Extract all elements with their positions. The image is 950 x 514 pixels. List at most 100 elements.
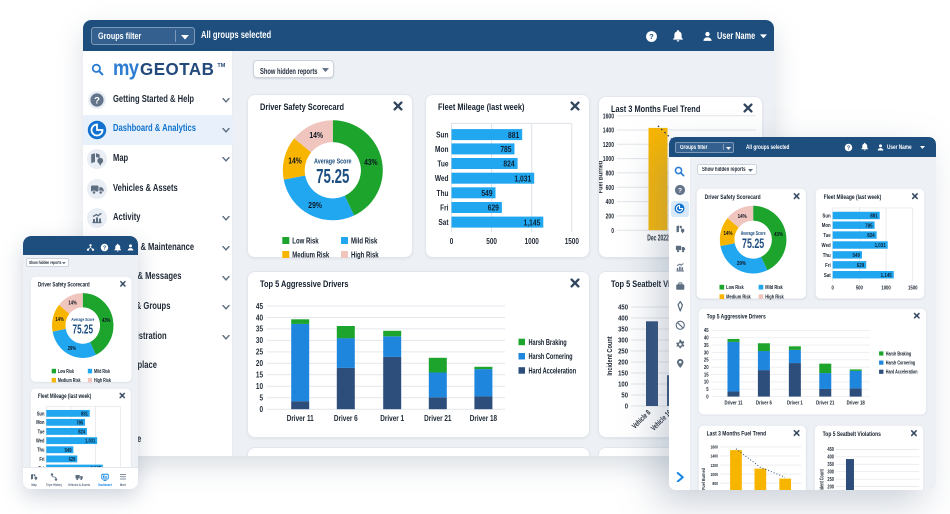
svg-text:High Risk: High Risk: [351, 252, 379, 259]
svg-text:800: 800: [606, 170, 615, 178]
svg-text:450: 450: [827, 446, 834, 452]
svg-text:30: 30: [704, 350, 709, 355]
svg-text:150: 150: [618, 370, 628, 378]
svg-text:Mon: Mon: [36, 420, 44, 426]
svg-text:0: 0: [450, 236, 454, 246]
svg-text:Incident Count: Incident Count: [818, 468, 824, 490]
svg-text:Hard Acceleration: Hard Acceleration: [886, 369, 918, 375]
svg-text:1200: 1200: [710, 463, 718, 469]
svg-text:Thu: Thu: [436, 188, 448, 198]
svg-text:0: 0: [831, 285, 834, 292]
svg-text:14%: 14%: [723, 231, 732, 238]
svg-text:881: 881: [508, 130, 520, 140]
svg-text:Driver 11: Driver 11: [287, 413, 314, 423]
svg-text:Fuel Burned: Fuel Burned: [599, 160, 605, 193]
svg-text:Incident Count: Incident Count: [606, 336, 614, 376]
svg-text:549: 549: [481, 188, 492, 198]
svg-text:1,031: 1,031: [85, 438, 96, 445]
svg-text:14%: 14%: [738, 213, 747, 220]
svg-text:Tue: Tue: [823, 233, 831, 240]
svg-text:?: ?: [103, 245, 106, 251]
svg-text:881: 881: [870, 213, 878, 220]
svg-text:Low Risk: Low Risk: [726, 285, 744, 292]
svg-text:1,145: 1,145: [523, 217, 540, 227]
svg-text:?: ?: [649, 32, 654, 41]
svg-text:Average Score: Average Score: [314, 158, 352, 166]
svg-text:400: 400: [606, 198, 615, 206]
svg-text:High Risk: High Risk: [765, 294, 784, 300]
svg-text:1000: 1000: [524, 236, 538, 246]
svg-text:30: 30: [256, 335, 263, 345]
svg-text:1400: 1400: [603, 127, 615, 135]
svg-text:Driver 21: Driver 21: [816, 400, 834, 407]
svg-text:1600: 1600: [603, 112, 615, 120]
svg-text:Thu: Thu: [37, 447, 44, 453]
svg-text:Medium Risk: Medium Risk: [726, 294, 751, 300]
svg-text:1500: 1500: [908, 285, 918, 292]
svg-text:?: ?: [677, 187, 681, 194]
svg-text:Hard Acceleration: Hard Acceleration: [529, 368, 577, 376]
svg-text:25: 25: [256, 347, 263, 357]
svg-text:Average Score: Average Score: [71, 316, 95, 322]
svg-text:800: 800: [712, 481, 718, 487]
svg-text:Harsh Cornering: Harsh Cornering: [886, 360, 916, 366]
svg-text:29%: 29%: [737, 261, 746, 268]
svg-text:450: 450: [618, 304, 628, 312]
svg-text:400: 400: [827, 454, 834, 460]
svg-text:350: 350: [618, 326, 628, 334]
svg-text:785: 785: [500, 144, 512, 154]
svg-text:100: 100: [618, 381, 628, 389]
svg-text:629: 629: [856, 263, 864, 270]
svg-text:350: 350: [827, 461, 834, 467]
svg-text:Sun: Sun: [436, 130, 449, 140]
svg-text:14%: 14%: [310, 130, 324, 140]
svg-text:881: 881: [81, 411, 88, 418]
svg-text:200: 200: [606, 213, 615, 221]
svg-text:1600: 1600: [710, 444, 718, 450]
svg-text:1,031: 1,031: [874, 243, 885, 250]
svg-text:75.25: 75.25: [316, 164, 350, 188]
svg-text:Low Risk: Low Risk: [292, 238, 318, 246]
svg-text:15: 15: [704, 372, 709, 377]
svg-text:Mild Risk: Mild Risk: [765, 285, 783, 292]
svg-text:15: 15: [256, 370, 263, 380]
svg-text:785: 785: [76, 420, 83, 427]
svg-text:Mon: Mon: [435, 144, 449, 154]
svg-text:Fri: Fri: [825, 262, 831, 269]
svg-text:824: 824: [867, 233, 875, 240]
svg-text:Driver 18: Driver 18: [470, 413, 497, 423]
svg-text:43%: 43%: [364, 157, 378, 167]
svg-text:75.25: 75.25: [742, 236, 765, 251]
svg-text:Driver 1: Driver 1: [380, 413, 404, 423]
svg-text:14%: 14%: [55, 317, 64, 324]
svg-text:Fuel Burned: Fuel Burned: [700, 468, 706, 490]
svg-text:Tue: Tue: [37, 429, 44, 435]
svg-text:1200: 1200: [603, 141, 615, 149]
svg-text:Thu: Thu: [822, 252, 830, 259]
svg-text:Sat: Sat: [823, 272, 830, 279]
svg-text:Wed: Wed: [435, 173, 449, 183]
svg-text:250: 250: [618, 348, 628, 356]
svg-text:43%: 43%: [102, 318, 111, 325]
svg-text:45: 45: [704, 328, 709, 333]
svg-text:Driver 11: Driver 11: [725, 400, 743, 407]
svg-text:43%: 43%: [774, 231, 783, 238]
svg-text:10: 10: [704, 379, 709, 384]
svg-text:Sun: Sun: [822, 213, 830, 220]
svg-text:Dec 2022: Dec 2022: [647, 234, 669, 242]
svg-text:5: 5: [706, 387, 709, 392]
svg-text:Medium Risk: Medium Risk: [57, 378, 80, 384]
svg-text:Harsh Cornering: Harsh Cornering: [529, 353, 573, 361]
svg-text:629: 629: [488, 203, 499, 213]
svg-text:629: 629: [68, 457, 75, 464]
svg-text:785: 785: [865, 223, 873, 230]
svg-text:Mild Risk: Mild Risk: [93, 369, 110, 375]
svg-text:500: 500: [855, 285, 862, 292]
svg-text:1,145: 1,145: [880, 272, 891, 279]
svg-text:Harsh Braking: Harsh Braking: [529, 339, 567, 347]
svg-text:Sun: Sun: [36, 411, 44, 417]
svg-text:Driver 18: Driver 18: [847, 400, 865, 407]
svg-text:14%: 14%: [288, 156, 302, 166]
svg-text:?: ?: [847, 145, 850, 151]
svg-text:0: 0: [706, 394, 709, 399]
